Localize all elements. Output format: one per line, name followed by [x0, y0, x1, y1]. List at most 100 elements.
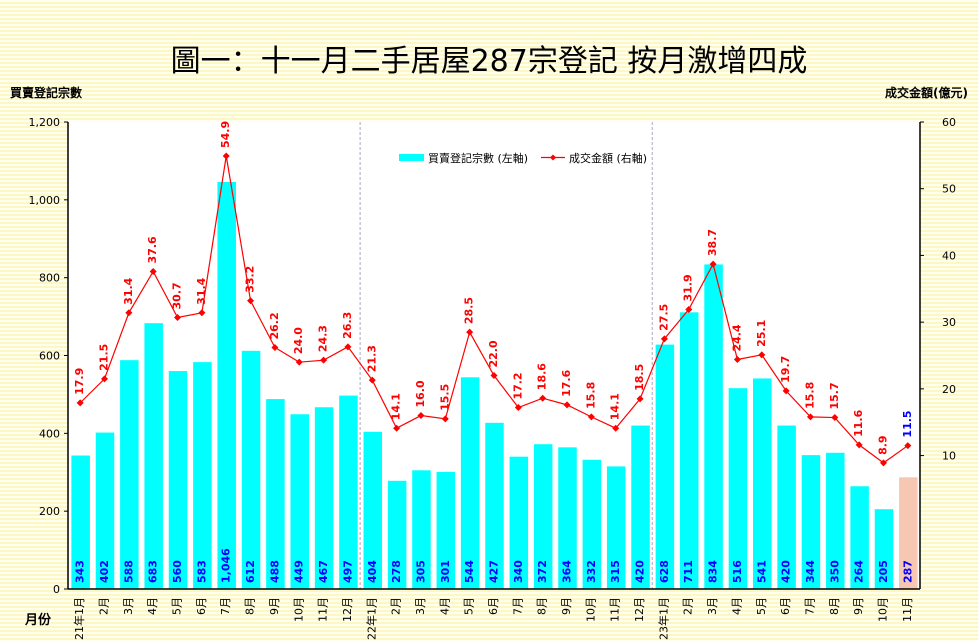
line-value-label: 15.7 [828, 382, 841, 409]
bar-value-label: 278 [390, 560, 403, 583]
category-label: 8月 [244, 597, 257, 615]
category-label: 2月 [98, 597, 111, 615]
bar-value-label: 420 [780, 560, 793, 583]
bar [801, 455, 821, 589]
line-value-label: 19.7 [779, 356, 792, 383]
bar-value-label: 683 [147, 560, 160, 583]
line-value-label: 11.5 [901, 410, 914, 437]
bar-value-label: 344 [804, 560, 817, 583]
line-marker [709, 260, 717, 268]
line-marker [76, 399, 84, 407]
line-marker [174, 313, 182, 321]
line-value-label: 17.9 [73, 368, 86, 395]
left-tick-label: 400 [39, 427, 60, 440]
bar [241, 350, 261, 589]
legend-bar-swatch [399, 154, 424, 161]
category-label: 11月 [901, 597, 914, 622]
bar-value-label: 350 [828, 560, 841, 583]
bar [631, 425, 650, 589]
right-tick-label: 30 [942, 316, 956, 329]
line-marker [101, 375, 109, 383]
category-label: 7月 [511, 597, 524, 615]
bar [95, 432, 115, 589]
right-tick-label: 20 [942, 383, 956, 396]
bar-value-label: 560 [171, 560, 184, 583]
line-marker [320, 356, 328, 364]
line-marker [904, 442, 912, 450]
bar [704, 264, 723, 589]
line-value-label: 33.2 [244, 266, 257, 293]
category-label: 3月 [706, 597, 719, 615]
line-marker [782, 387, 790, 395]
bar [655, 344, 675, 589]
bar-value-label: 332 [585, 560, 598, 583]
bar-value-label: 404 [366, 560, 379, 583]
category-label: 6月 [195, 597, 208, 615]
category-label: 11月 [317, 597, 330, 622]
line-value-label: 25.1 [755, 320, 768, 347]
bar [826, 452, 845, 589]
category-label: 12月 [341, 597, 354, 622]
bar-value-label: 1,046 [220, 548, 233, 583]
bar-value-label: 340 [512, 560, 525, 583]
line-marker [539, 394, 547, 402]
bar [120, 360, 139, 589]
line-marker [563, 401, 571, 409]
line-value-label: 37.6 [146, 236, 159, 263]
category-label: 4月 [438, 597, 451, 615]
bar [509, 456, 529, 589]
bar-value-label: 315 [609, 560, 622, 583]
left-axis-title: 買賣登記宗數 [10, 86, 83, 100]
bar-value-label: 583 [195, 560, 208, 583]
right-tick-label: 40 [942, 249, 956, 262]
bar-value-label: 516 [731, 560, 744, 583]
x-axis-title: 月份 [24, 612, 52, 628]
left-tick-label: 1,000 [29, 194, 61, 207]
bar-value-label: 420 [634, 560, 647, 583]
left-tick-label: 200 [39, 505, 60, 518]
category-label: 7月 [219, 597, 232, 615]
category-label: 5月 [463, 597, 476, 615]
bar-value-label: 541 [755, 560, 768, 583]
line-value-label: 24.0 [292, 327, 305, 354]
category-label: 7月 [803, 597, 816, 615]
bar [777, 425, 796, 589]
line-value-label: 21.3 [365, 345, 378, 372]
category-label: 8月 [828, 597, 841, 615]
line-marker [831, 414, 839, 422]
bar-value-label: 834 [707, 560, 720, 583]
category-label: 6月 [779, 597, 792, 615]
line-marker [466, 328, 474, 336]
line-value-label: 11.6 [852, 409, 865, 436]
bar-value-label: 343 [74, 560, 87, 583]
line-value-label: 24.4 [730, 324, 743, 351]
line-value-label: 14.1 [390, 393, 403, 420]
line-marker [879, 459, 887, 467]
bar-value-label: 467 [317, 560, 330, 583]
line-value-label: 16.0 [414, 380, 427, 407]
line-value-label: 31.4 [122, 277, 135, 304]
line-marker [247, 297, 255, 305]
bar [533, 444, 553, 589]
bar [874, 509, 894, 589]
bar [460, 377, 480, 589]
line-marker [758, 351, 766, 359]
line-value-label: 22.0 [487, 340, 500, 367]
bar-value-label: 628 [658, 560, 671, 583]
bar [266, 399, 285, 589]
line-value-label: 28.5 [463, 297, 476, 324]
category-label: 11月 [609, 597, 622, 622]
line-value-label: 54.9 [219, 121, 232, 148]
bar [193, 362, 212, 589]
line-marker [222, 152, 230, 160]
bar-value-label: 287 [901, 560, 914, 583]
left-tick-label: 1,200 [29, 116, 61, 129]
bar [387, 480, 407, 589]
bar-value-label: 449 [293, 560, 306, 583]
line-value-label: 15.8 [803, 382, 816, 409]
bar-value-label: 402 [98, 560, 111, 583]
category-label: 3月 [414, 597, 427, 615]
line-marker [344, 343, 352, 351]
bar [436, 471, 456, 589]
category-label: 4月 [730, 597, 743, 615]
